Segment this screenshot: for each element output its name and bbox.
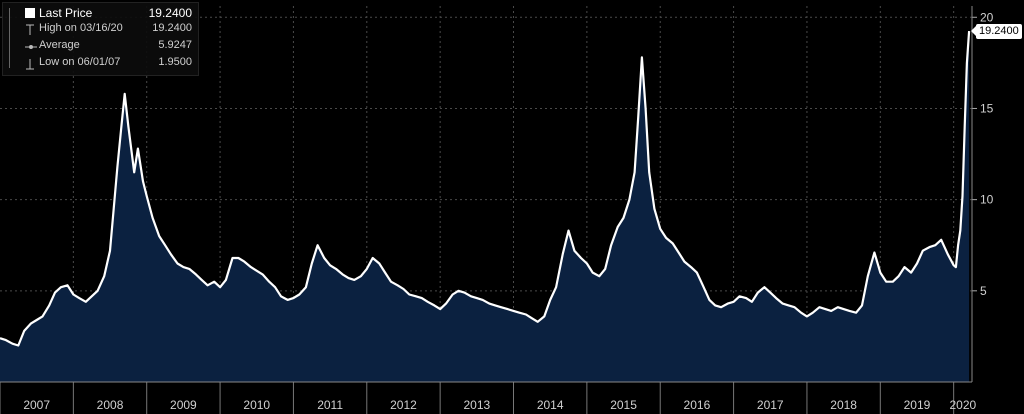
legend: Last Price 19.2400 High on 03/16/20 19.2… <box>2 2 199 76</box>
x-tick-label: 2010 <box>243 398 270 412</box>
x-tick-label: 2015 <box>610 398 637 412</box>
legend-row-last-price: Last Price 19.2400 <box>3 6 198 21</box>
horizontal-gridlines <box>0 16 972 292</box>
x-tick-label: 2017 <box>757 398 784 412</box>
x-tick-label: 2014 <box>537 398 564 412</box>
legend-value-average: 5.9247 <box>158 39 192 51</box>
x-tick-label: 2007 <box>23 398 50 412</box>
x-axis: 2007 2008 2009 2010 2011 2012 2013 2014 2015 2016… <box>0 381 977 414</box>
high-marker-icon <box>25 24 35 35</box>
legend-expander-icon[interactable] <box>9 8 17 68</box>
x-tick-label: 2013 <box>463 398 490 412</box>
x-tick-label: 2016 <box>684 398 711 412</box>
last-value-tag: 19.2400 <box>971 24 1022 39</box>
x-tick-label: 2020 <box>949 398 976 412</box>
legend-row-average: Average 5.9247 <box>3 39 198 54</box>
legend-value-low: 1.9500 <box>158 56 192 68</box>
y-tick-label: 10 <box>980 193 994 207</box>
low-marker-icon <box>25 58 35 70</box>
y-tick-label: 15 <box>980 101 994 115</box>
series-line-last-price <box>0 31 971 347</box>
legend-row-high: High on 03/16/20 19.2400 <box>3 22 198 37</box>
legend-value-last-price: 19.2400 <box>148 6 192 20</box>
x-tick-label: 2011 <box>317 398 343 412</box>
y-axis: 5 10 15 20 <box>971 6 994 382</box>
legend-label-last-price: Last Price <box>39 6 93 20</box>
legend-row-low: Low on 06/01/07 1.9500 <box>3 56 198 71</box>
y-tick-label: 5 <box>980 284 987 298</box>
legend-label-average: Average <box>39 39 80 51</box>
legend-label-high: High on 03/16/20 <box>39 22 123 34</box>
x-tick-label: 2009 <box>170 398 197 412</box>
x-tick-label: 2018 <box>830 398 857 412</box>
legend-value-high: 19.2400 <box>152 22 192 34</box>
average-marker-icon <box>25 41 37 51</box>
last-price-swatch-icon <box>25 8 35 18</box>
series-area-fill <box>0 31 970 382</box>
x-tick-label: 2019 <box>904 398 931 412</box>
x-tick-label: 2012 <box>390 398 417 412</box>
y-tick-label: 20 <box>980 10 994 24</box>
legend-label-low: Low on 06/01/07 <box>39 56 121 68</box>
x-tick-label: 2008 <box>97 398 124 412</box>
